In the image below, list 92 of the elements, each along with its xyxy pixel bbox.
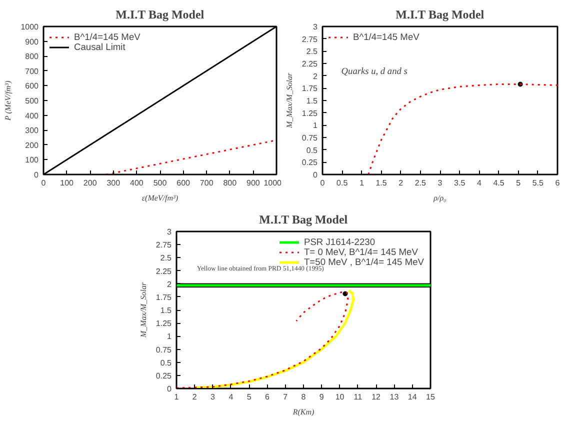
- x-tick-label: 15: [426, 392, 436, 402]
- chart-title: M.I.T Bag Model: [396, 8, 485, 22]
- x-tick-label: 13: [390, 392, 400, 402]
- y-tick-label: 0: [313, 170, 318, 180]
- x-tick-label: 800: [223, 178, 238, 188]
- y-tick-label: 0.75: [156, 345, 172, 354]
- chart-title: M.I.T Bag Model: [259, 212, 348, 226]
- y-tick-label: 2: [313, 72, 318, 81]
- x-tick-label: 12: [372, 392, 382, 402]
- y-tick-label: 400: [25, 111, 40, 120]
- y-tick-label: 2.5: [160, 254, 172, 263]
- y-tick-label: 2: [167, 280, 172, 289]
- legend-label: T= 0 MeV, B^1/4= 145 MeV: [304, 247, 418, 257]
- y-tick-label: 700: [25, 66, 40, 76]
- y-tick-label: 0: [34, 170, 40, 180]
- y-tick-label: 2.75: [302, 34, 318, 44]
- x-axis-title: ε(MeV/fm³): [142, 194, 178, 202]
- y-axis-title: M_Max/M_Solar: [138, 282, 148, 339]
- x-tick-label: 0: [320, 178, 326, 188]
- x-tick-label: 200: [83, 178, 98, 188]
- y-tick-label: 300: [25, 126, 40, 136]
- y-tick-label: 1.5: [160, 306, 172, 315]
- x-tick-label: 0: [41, 178, 46, 188]
- x-tick-label: 3.5: [454, 178, 466, 188]
- y-tick-label: 0.75: [302, 134, 318, 142]
- legend-label: T=50 MeV , B^1/4= 145 MeV: [304, 257, 424, 267]
- x-tick-label: 2.5: [414, 178, 427, 188]
- x-tick-label: 1: [359, 178, 364, 188]
- y-tick-label: 1000: [20, 22, 40, 32]
- y-axis-title: M_Max/M_Solar: [284, 72, 294, 130]
- x-tick-label: 4.5: [493, 178, 505, 188]
- y-tick-label: 2.25: [302, 60, 318, 68]
- x-tick-label: 10: [335, 392, 345, 402]
- x-tick-label: 2: [192, 392, 198, 402]
- x-tick-label: 5.5: [532, 178, 544, 188]
- x-tick-label: 3: [438, 178, 443, 188]
- y-tick-label: 3: [167, 228, 172, 236]
- x-tick-label: 900: [246, 178, 260, 188]
- x-tick-label: 6: [555, 178, 560, 188]
- y-axis-title: P (MeV/fm³): [4, 80, 13, 122]
- x-tick-label: 4: [476, 178, 482, 188]
- x-axis-title: R(Km): [292, 408, 314, 416]
- y-tick-label: 800: [25, 52, 40, 62]
- y-tick-label: 600: [25, 82, 40, 91]
- legend-label: PSR J1614-2230: [304, 237, 376, 247]
- y-tick-label: 500: [25, 96, 40, 106]
- x-tick-label: 11: [354, 392, 363, 402]
- x-tick-label: 1000: [264, 178, 282, 188]
- y-tick-label: 0.5: [306, 146, 318, 155]
- line-series: [368, 83, 558, 174]
- y-tick-label: 100: [25, 156, 40, 165]
- x-tick-label: 4: [228, 392, 234, 402]
- x-tick-label: 6: [264, 392, 270, 402]
- x-tick-label: 5: [516, 178, 522, 188]
- legend-label: Causal Limit: [74, 42, 126, 52]
- legend-label: B^1/4=145 MeV: [353, 32, 420, 42]
- y-tick-label: 2.75: [156, 240, 172, 250]
- x-tick-label: 300: [106, 178, 121, 188]
- y-tick-label: 1.25: [302, 108, 318, 118]
- x-tick-label: 14: [408, 392, 418, 402]
- y-tick-label: 0: [167, 384, 172, 394]
- y-tick-label: 2.5: [306, 47, 318, 56]
- x-axis-title: ρ/ρ₀: [432, 194, 447, 202]
- y-tick-label: 1: [313, 121, 318, 130]
- x-tick-label: 5: [246, 392, 252, 402]
- x-tick-label: 1.5: [376, 178, 388, 188]
- x-tick-label: 9: [319, 392, 324, 402]
- legend-label: B^1/4=145 MeV: [74, 32, 140, 42]
- x-tick-label: 1: [174, 392, 180, 402]
- y-tick-label: 0.25: [302, 158, 318, 168]
- chart-title: M.I.T Bag Model: [116, 8, 205, 22]
- annotation: Quarks u, d and s: [341, 66, 408, 77]
- x-tick-label: 2: [398, 178, 404, 188]
- x-tick-label: 7: [283, 392, 288, 402]
- x-tick-label: 700: [200, 178, 214, 188]
- y-tick-label: 0.5: [160, 358, 172, 368]
- y-tick-label: 200: [25, 140, 40, 150]
- y-tick-label: 1.75: [156, 292, 172, 302]
- x-tick-label: 600: [176, 178, 191, 188]
- y-tick-label: 0.25: [156, 371, 172, 380]
- y-tick-label: 1: [167, 332, 172, 342]
- y-tick-label: 3: [313, 22, 318, 32]
- y-tick-label: 2.25: [156, 266, 172, 276]
- y-tick-label: 1.5: [306, 96, 318, 106]
- y-tick-label: 1.25: [156, 319, 172, 328]
- y-tick-label: 900: [25, 37, 40, 46]
- x-tick-label: 8: [301, 392, 306, 402]
- x-tick-label: 400: [130, 178, 144, 188]
- x-tick-label: 3: [210, 392, 216, 402]
- x-tick-label: 100: [60, 178, 74, 188]
- y-tick-label: 1.75: [302, 84, 318, 94]
- x-tick-label: 0.5: [336, 178, 348, 188]
